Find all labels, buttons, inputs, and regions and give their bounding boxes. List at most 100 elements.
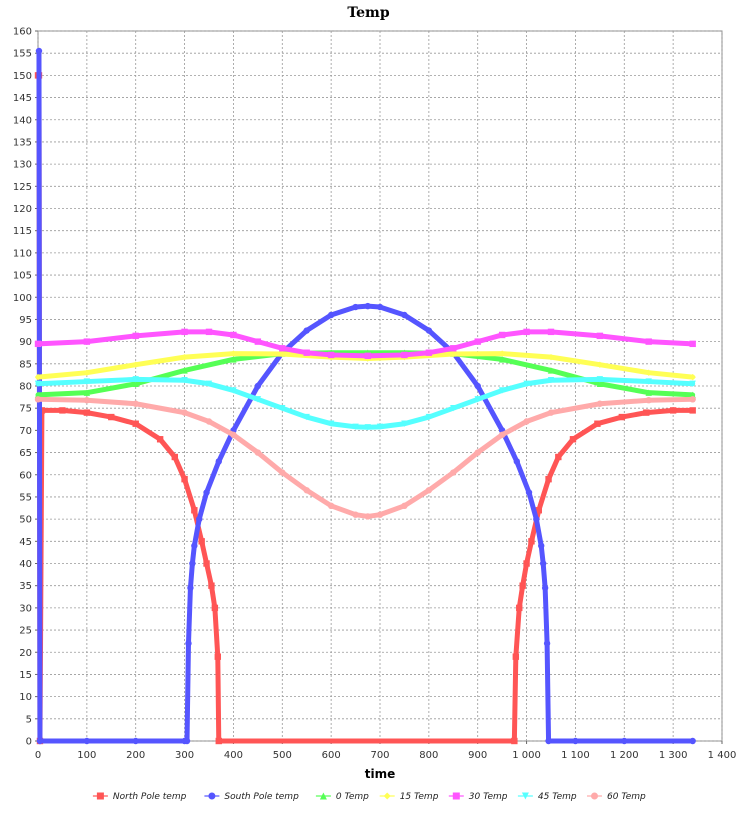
data-point [230, 350, 237, 357]
data-point [689, 737, 696, 745]
x-tick-label: 1 100 [561, 750, 590, 761]
y-tick-label: 130 [13, 160, 32, 171]
data-point [303, 413, 310, 421]
data-point [474, 338, 481, 345]
y-tick-label: 15 [19, 670, 32, 681]
y-tick-label: 65 [19, 448, 32, 459]
data-point [205, 328, 213, 336]
data-point [364, 302, 371, 310]
y-axis: 0 5 10 15 20 25 30 35 40 45 50 55 60 65 70 75 80 85 90 95 10… [13, 27, 38, 748]
data-point [181, 377, 188, 384]
data-point [83, 369, 91, 376]
data-point [132, 361, 139, 368]
legend-swatch-marker [452, 792, 460, 800]
legend-label: North Pole temp [113, 792, 187, 802]
x-tick-label: 1 000 [512, 750, 541, 761]
data-point [376, 303, 384, 311]
data-point [183, 737, 191, 745]
x-tick-label: 500 [273, 750, 292, 761]
legend-swatch-marker [319, 792, 327, 800]
legend-item-45-temp: 45 Temp [517, 792, 577, 802]
data-point [279, 345, 286, 352]
data-point [498, 431, 506, 439]
data-point [191, 507, 198, 514]
x-tick-label: 600 [322, 750, 341, 761]
y-tick-label: 150 [13, 71, 32, 82]
data-point [594, 420, 601, 427]
data-point [689, 373, 696, 381]
data-point [538, 542, 545, 549]
data-point [352, 423, 359, 431]
data-point [545, 475, 552, 483]
data-point [425, 327, 433, 334]
data-point [303, 349, 310, 356]
data-point [596, 376, 604, 383]
x-tick-label: 1 400 [708, 750, 737, 761]
data-point [450, 345, 457, 352]
data-point [108, 413, 115, 421]
x-tick-label: 700 [370, 750, 389, 761]
data-point [203, 489, 210, 496]
data-point [543, 640, 551, 647]
data-point [254, 382, 262, 390]
data-point [425, 487, 433, 494]
y-tick-label: 105 [13, 271, 32, 282]
x-tick-label: 900 [468, 750, 487, 761]
data-point [83, 737, 91, 745]
data-point [181, 475, 188, 483]
data-point [364, 352, 371, 360]
data-point [547, 367, 555, 374]
x-axis-label: time [365, 767, 396, 781]
x-tick-label: 0 [35, 750, 41, 761]
data-point [523, 560, 530, 567]
series-30-temp [34, 328, 696, 360]
data-point [528, 538, 535, 545]
data-point [364, 513, 371, 520]
x-tick-label: 200 [126, 750, 145, 761]
data-point [523, 380, 530, 387]
data-point [618, 413, 626, 421]
y-tick-label: 135 [13, 137, 32, 148]
data-point [450, 350, 457, 358]
data-point [425, 349, 433, 356]
y-tick-label: 40 [19, 559, 32, 570]
y-tick-label: 160 [13, 27, 32, 38]
data-point [34, 391, 42, 399]
legend-item-0-temp: 0 Temp [315, 792, 369, 802]
data-point [555, 453, 562, 461]
data-point [254, 338, 262, 345]
data-point [230, 331, 237, 339]
data-point [181, 367, 188, 374]
data-point [198, 538, 205, 545]
data-point [83, 389, 91, 396]
data-point [352, 303, 359, 311]
legend-item-60-temp: 60 Temp [587, 792, 646, 802]
data-point [34, 340, 42, 348]
x-tick-label: 400 [224, 750, 243, 761]
data-point [645, 389, 652, 396]
data-point [327, 351, 335, 359]
data-point [689, 340, 696, 348]
data-point [689, 396, 696, 403]
data-point [689, 391, 696, 399]
data-point [181, 328, 188, 336]
data-point [498, 387, 506, 394]
data-point [189, 560, 196, 567]
data-point [34, 373, 42, 381]
data-point [303, 327, 310, 334]
y-tick-label: 120 [13, 204, 32, 215]
legend-swatch-marker [521, 792, 529, 800]
data-point [181, 353, 188, 361]
legend-swatch-marker [383, 792, 391, 800]
data-point [187, 584, 194, 592]
data-point [83, 338, 91, 345]
data-point [214, 653, 221, 660]
y-tick-label: 145 [13, 93, 32, 104]
y-tick-label: 60 [19, 470, 32, 481]
data-point [645, 369, 652, 376]
data-point [689, 380, 696, 387]
y-tick-label: 5 [26, 714, 32, 725]
data-point [191, 542, 198, 549]
x-tick-label: 100 [77, 750, 96, 761]
data-point [511, 737, 518, 745]
